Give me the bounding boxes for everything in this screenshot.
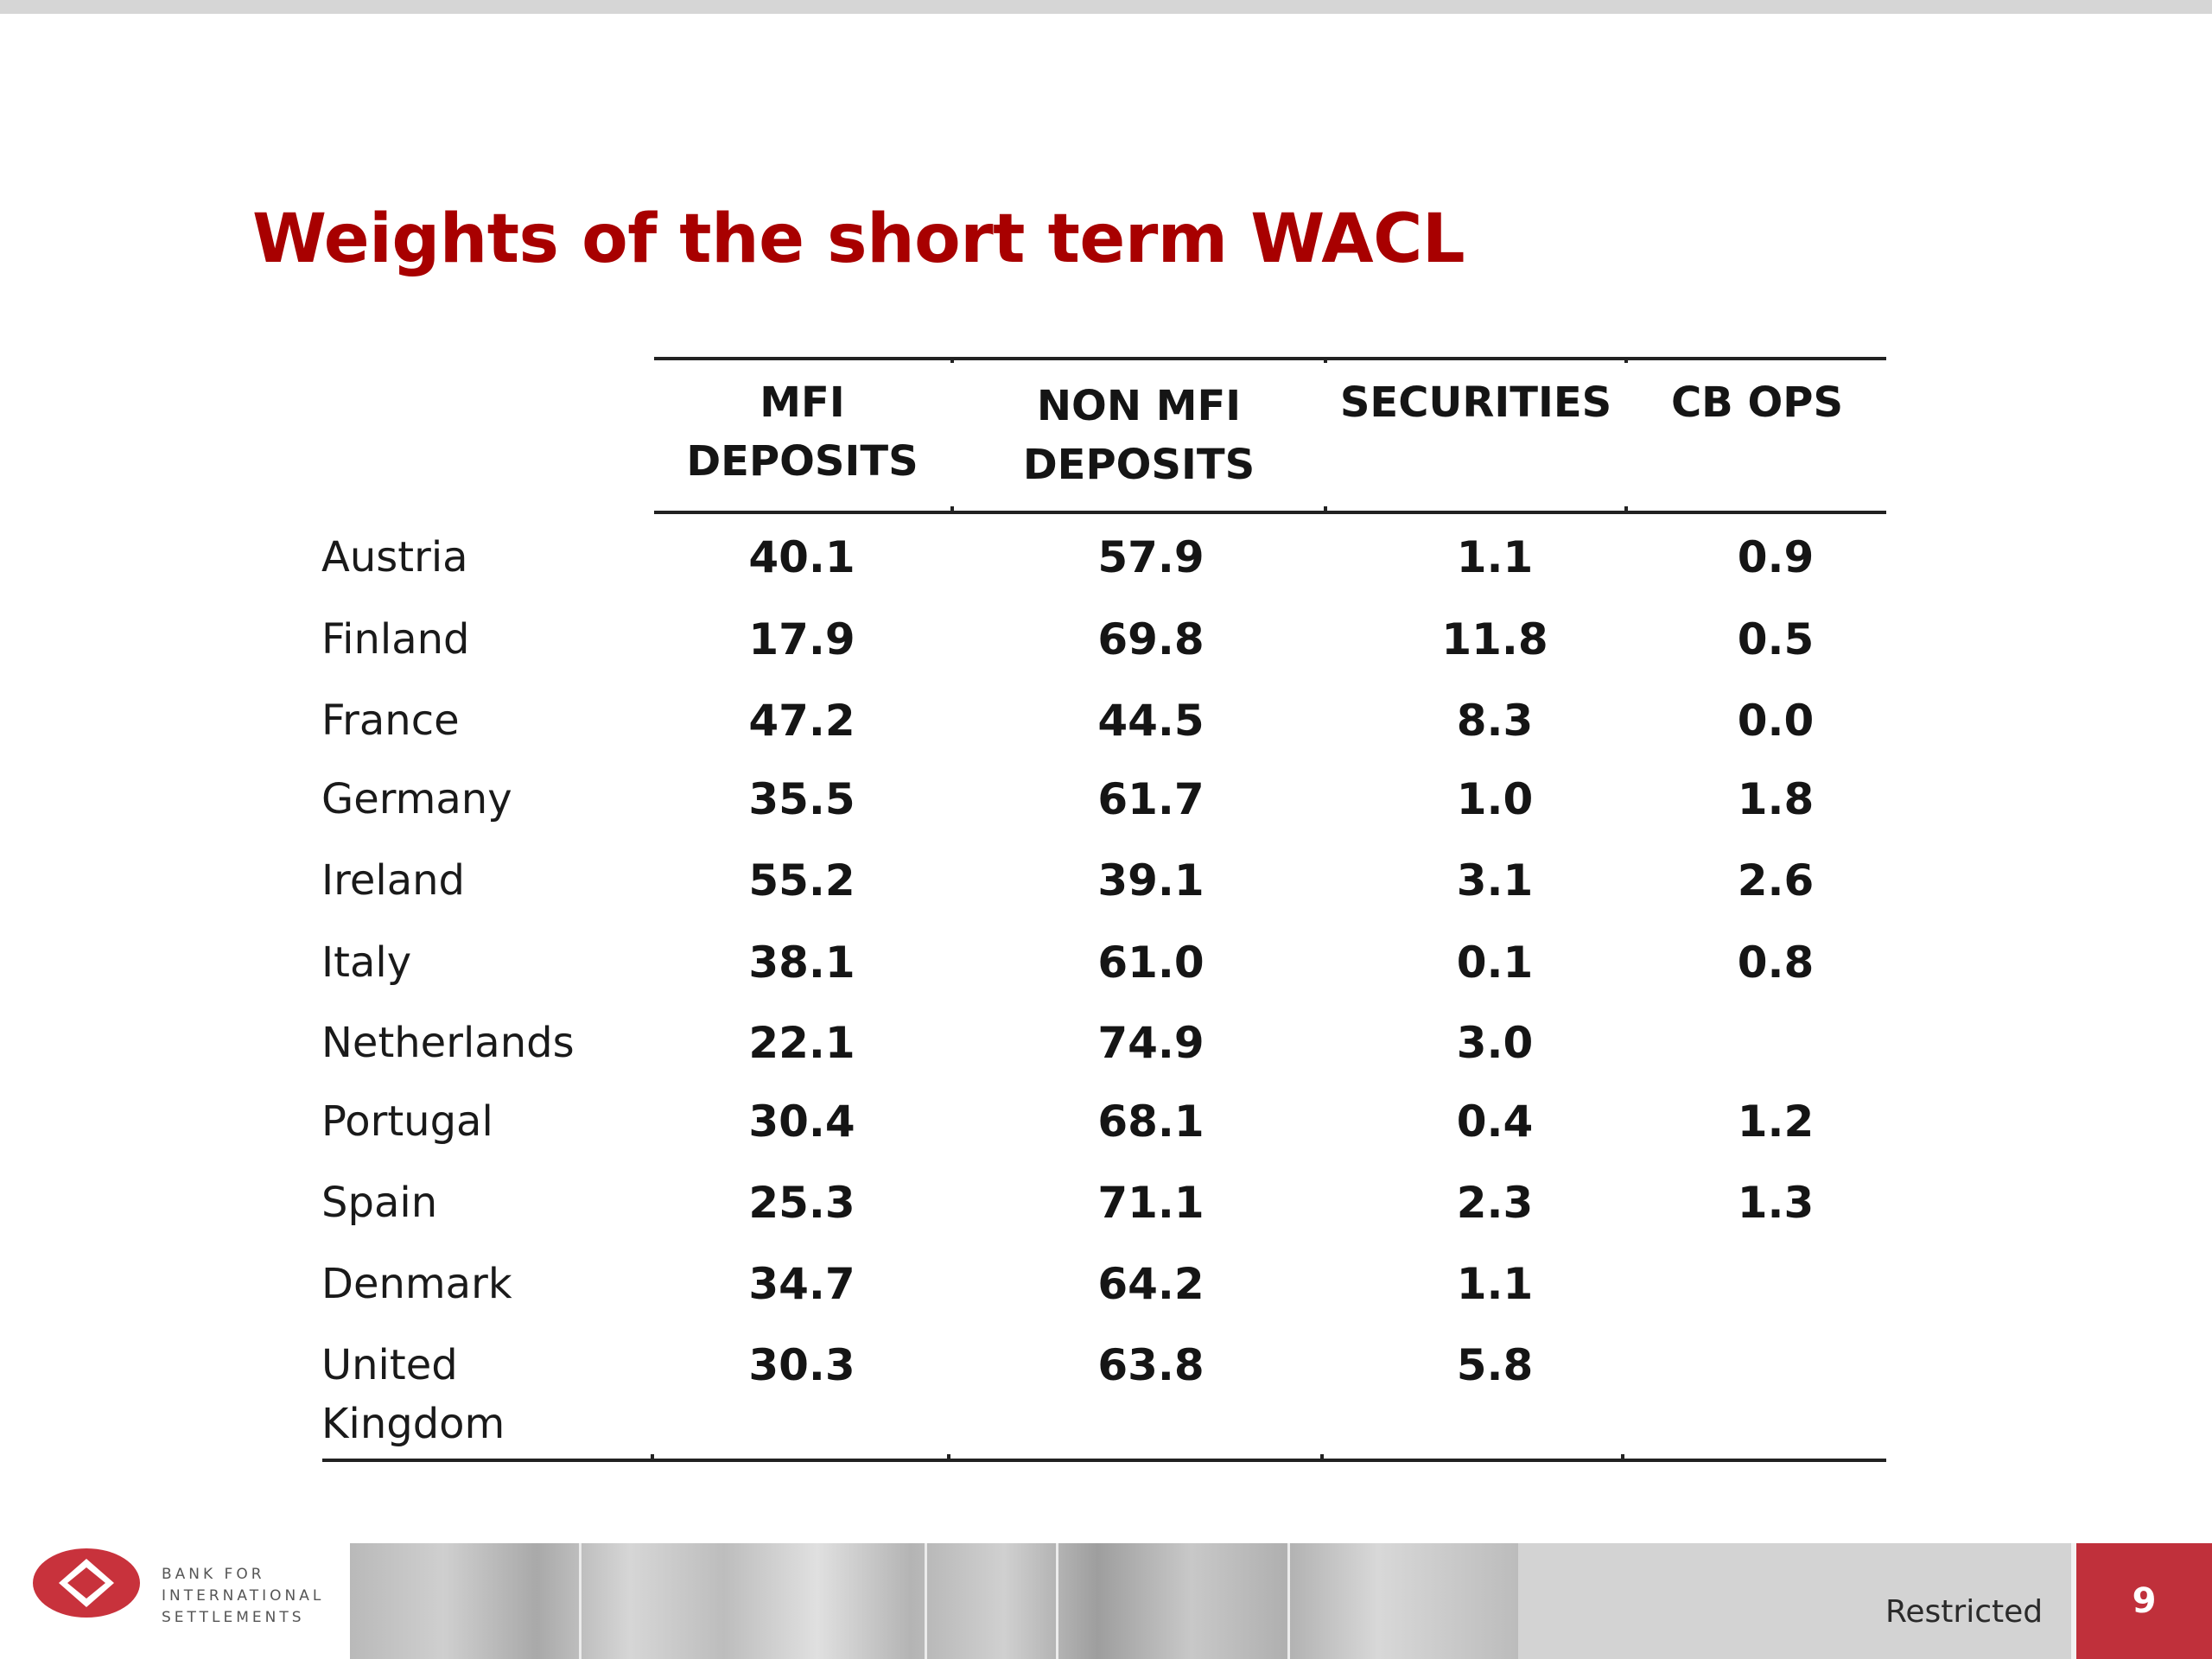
table-cell: 1.2 xyxy=(1737,1096,1815,1147)
row-label: Ireland xyxy=(321,856,466,905)
column-tick xyxy=(950,357,954,363)
column-header-securities: SECURITIES xyxy=(1339,378,1612,427)
table-cell: 40.1 xyxy=(748,532,855,582)
column-tick xyxy=(1621,1454,1624,1460)
row-label: Italy xyxy=(321,938,412,987)
row-label: United Kingdom xyxy=(321,1341,505,1448)
column-header-non-mfi-deposits: NON MFI DEPOSITS xyxy=(1022,382,1255,489)
column-header-mfi-deposits: MFI DEPOSITS xyxy=(686,378,918,486)
column-tick xyxy=(1624,506,1628,512)
table-cell: 3.0 xyxy=(1456,1018,1534,1068)
row-label: Portugal xyxy=(321,1097,493,1146)
table-cell: 47.2 xyxy=(748,696,855,746)
table-cell: 0.0 xyxy=(1737,696,1815,746)
table-cell: 22.1 xyxy=(748,1018,855,1068)
photo-divider xyxy=(925,1543,927,1659)
classification-label: Restricted xyxy=(1885,1594,2044,1630)
table-cell: 8.3 xyxy=(1456,696,1534,746)
bis-logo-icon xyxy=(33,1548,140,1618)
table-cell: 3.1 xyxy=(1456,855,1534,906)
table-cell: 17.9 xyxy=(748,614,855,664)
column-tick xyxy=(1324,357,1327,363)
photo-divider xyxy=(1287,1543,1290,1659)
column-tick xyxy=(950,506,954,512)
row-label: Austria xyxy=(321,533,468,582)
table-cell: 57.9 xyxy=(1097,532,1205,582)
table-cell: 35.5 xyxy=(748,774,855,824)
table-cell: 64.2 xyxy=(1097,1259,1205,1309)
table-cell: 5.8 xyxy=(1456,1340,1534,1390)
footer-photo-strip xyxy=(350,1543,1518,1659)
table-cell: 38.1 xyxy=(748,938,855,988)
table-cell: 30.3 xyxy=(748,1340,855,1390)
row-label: Spain xyxy=(321,1179,438,1227)
column-tick xyxy=(947,1454,950,1460)
table-cell: 61.7 xyxy=(1097,774,1205,824)
table-cell: 71.1 xyxy=(1097,1178,1205,1228)
page-number: 9 xyxy=(2076,1543,2212,1659)
table-cell: 2.6 xyxy=(1737,855,1815,906)
page-number-separator xyxy=(2071,1543,2076,1659)
row-label: Germany xyxy=(321,775,512,823)
logo-text: BANK FOR INTERNATIONAL SETTLEMENTS xyxy=(162,1566,325,1626)
table-header-rule xyxy=(654,511,1886,514)
table-cell: 2.3 xyxy=(1456,1178,1534,1228)
table-cell: 74.9 xyxy=(1097,1018,1205,1068)
column-header-cb-ops: CB OPS xyxy=(1670,378,1844,427)
table-cell: 34.7 xyxy=(748,1259,855,1309)
table-cell: 69.8 xyxy=(1097,614,1205,664)
table-cell: 61.0 xyxy=(1097,938,1205,988)
table-cell: 0.8 xyxy=(1737,938,1815,988)
table-cell: 0.4 xyxy=(1456,1096,1534,1147)
table-bottom-rule xyxy=(322,1459,1886,1462)
column-tick xyxy=(1324,506,1327,512)
column-tick xyxy=(1320,1454,1324,1460)
row-label: Netherlands xyxy=(321,1019,575,1067)
table-cell: 1.1 xyxy=(1456,532,1534,582)
table-cell: 1.0 xyxy=(1456,774,1534,824)
photo-divider xyxy=(1056,1543,1058,1659)
row-label: Denmark xyxy=(321,1260,512,1308)
table-cell: 0.9 xyxy=(1737,532,1815,582)
column-tick xyxy=(651,1454,654,1460)
table-cell: 63.8 xyxy=(1097,1340,1205,1390)
photo-divider xyxy=(579,1543,582,1659)
table-cell: 1.3 xyxy=(1737,1178,1815,1228)
table-cell: 44.5 xyxy=(1097,696,1205,746)
table-cell: 1.1 xyxy=(1456,1259,1534,1309)
slide-title: Weights of the short term WACL xyxy=(252,200,1465,278)
table-cell: 1.8 xyxy=(1737,774,1815,824)
row-label: France xyxy=(321,696,460,745)
column-tick xyxy=(1624,357,1628,363)
table-cell: 11.8 xyxy=(1441,614,1548,664)
table-cell: 25.3 xyxy=(748,1178,855,1228)
table-cell: 30.4 xyxy=(748,1096,855,1147)
row-label: Finland xyxy=(321,615,470,664)
table-cell: 0.5 xyxy=(1737,614,1815,664)
table-top-rule xyxy=(654,357,1886,360)
table-cell: 39.1 xyxy=(1097,855,1205,906)
table-cell: 55.2 xyxy=(748,855,855,906)
table-cell: 0.1 xyxy=(1456,938,1534,988)
table-cell: 68.1 xyxy=(1097,1096,1205,1147)
top-bar xyxy=(0,0,2212,14)
